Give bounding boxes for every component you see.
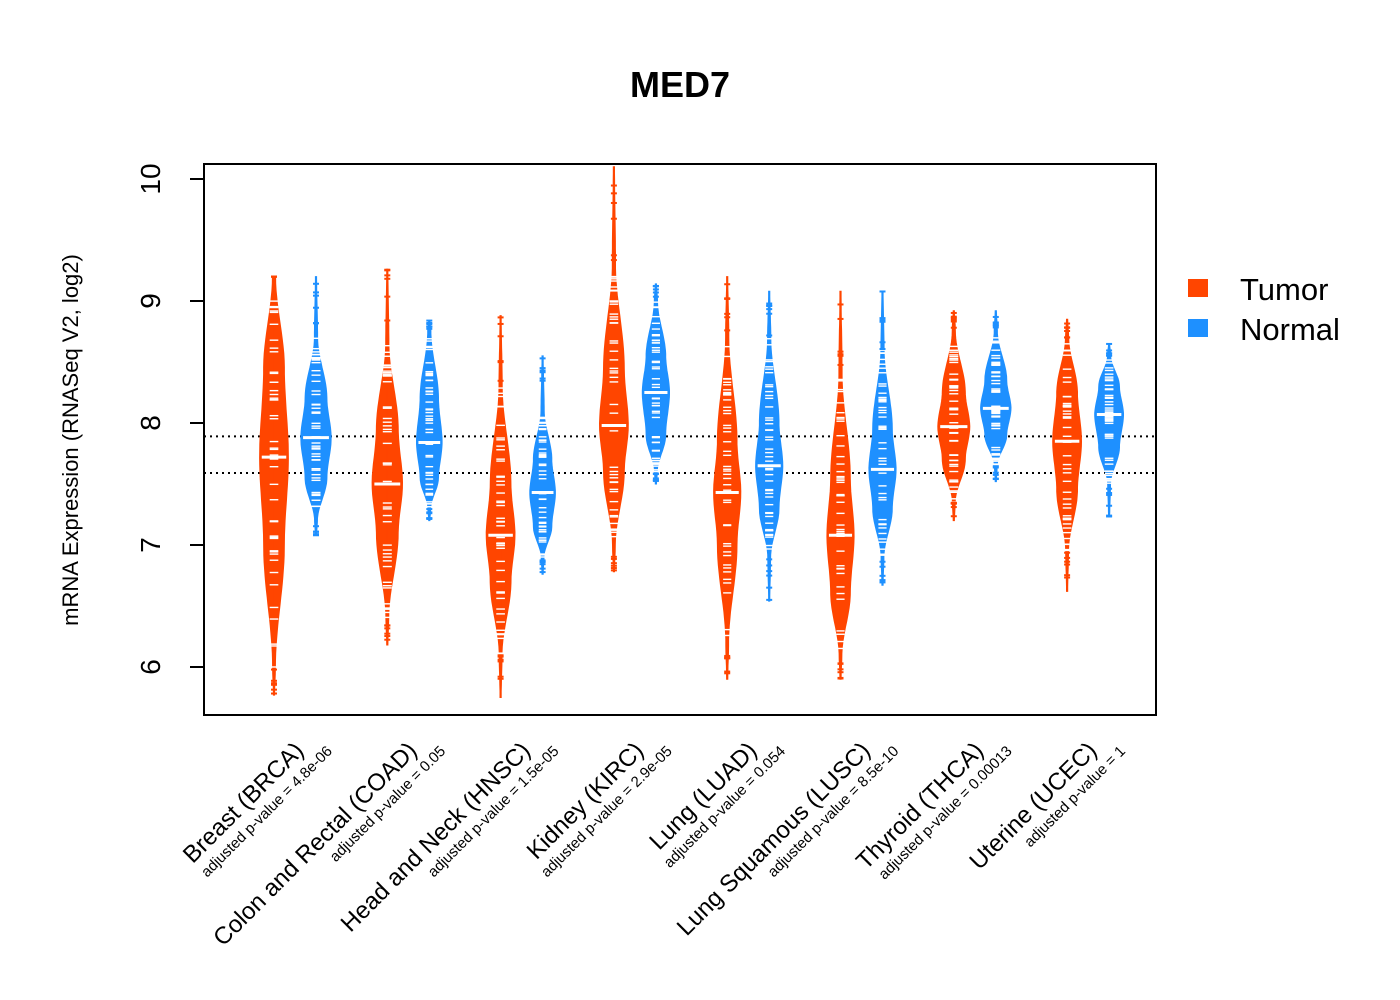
y-tick-label: 7 — [135, 537, 166, 553]
legend: Tumor Normal — [1188, 272, 1340, 347]
y-tick-label: 6 — [135, 659, 166, 675]
chart-title: MED7 — [630, 64, 730, 105]
x-axis-labels: Breast (BRCA)adjusted p-value = 4.8e-06C… — [178, 737, 1129, 951]
y-tick-label: 9 — [135, 293, 166, 309]
y-axis-label: mRNA Expression (RNASeq V2, log2) — [58, 254, 83, 626]
y-tick-label: 8 — [135, 415, 166, 431]
y-tick-label: 10 — [135, 163, 166, 194]
y-axis: 6 7 8 9 10 — [135, 163, 205, 675]
x-category-label: Breast (BRCA) — [178, 737, 309, 868]
legend-swatch-tumor — [1188, 279, 1208, 297]
legend-swatch-normal — [1188, 319, 1208, 337]
plot-area — [204, 166, 1156, 698]
plot-frame — [203, 163, 1157, 716]
legend-label-tumor: Tumor — [1240, 272, 1328, 307]
legend-label-normal: Normal — [1240, 312, 1340, 347]
